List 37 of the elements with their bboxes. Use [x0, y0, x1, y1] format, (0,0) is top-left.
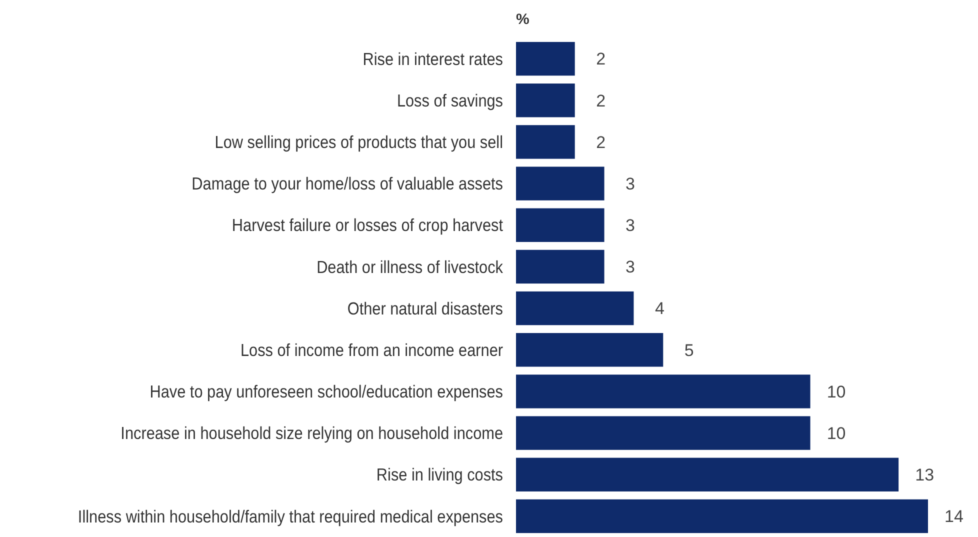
- data-label: 2: [596, 50, 606, 69]
- bar: [516, 499, 928, 534]
- data-label: 4: [654, 299, 664, 318]
- y-tick-label: Have to pay unforeseen school/education expenses: [150, 382, 503, 402]
- bar: [516, 42, 575, 76]
- bar: [516, 250, 604, 284]
- x-axis-title: %: [516, 11, 530, 28]
- data-label: 3: [626, 258, 636, 277]
- y-tick-label: Loss of savings: [396, 92, 503, 111]
- y-tick-label: Loss of income from an income earner: [240, 341, 504, 360]
- bar: [516, 333, 664, 367]
- data-label: 3: [626, 174, 636, 194]
- bar: [516, 458, 899, 492]
- data-label: 2: [596, 132, 606, 152]
- bar: [516, 125, 575, 159]
- bar: [516, 84, 575, 118]
- data-label: 10: [826, 424, 846, 443]
- data-label: 5: [684, 340, 694, 360]
- y-tick-label: Damage to your home/loss of valuable assets: [192, 174, 503, 194]
- data-label: 14: [944, 507, 964, 526]
- data-label: 3: [626, 216, 636, 236]
- bar: [516, 166, 604, 200]
- data-label: 13: [915, 466, 934, 485]
- bar: [516, 208, 604, 242]
- bar: [516, 374, 810, 408]
- data-label: 10: [826, 382, 846, 402]
- y-tick-label: Illness within household/family that required medical expenses: [78, 507, 503, 527]
- bar: [516, 416, 810, 450]
- y-tick-label: Other natural disasters: [347, 300, 503, 319]
- y-tick-label: Increase in household size relying on household income: [120, 424, 503, 444]
- data-label: 2: [596, 91, 606, 110]
- bar: [516, 291, 634, 326]
- y-tick-label: Rise in living costs: [376, 466, 503, 485]
- y-tick-label: Low selling prices of products that you sell: [214, 133, 503, 152]
- y-tick-label: Death or illness of livestock: [316, 258, 504, 278]
- y-tick-label: Rise in interest rates: [362, 50, 503, 70]
- y-tick-label: Harvest failure or losses of crop harvest: [232, 216, 504, 236]
